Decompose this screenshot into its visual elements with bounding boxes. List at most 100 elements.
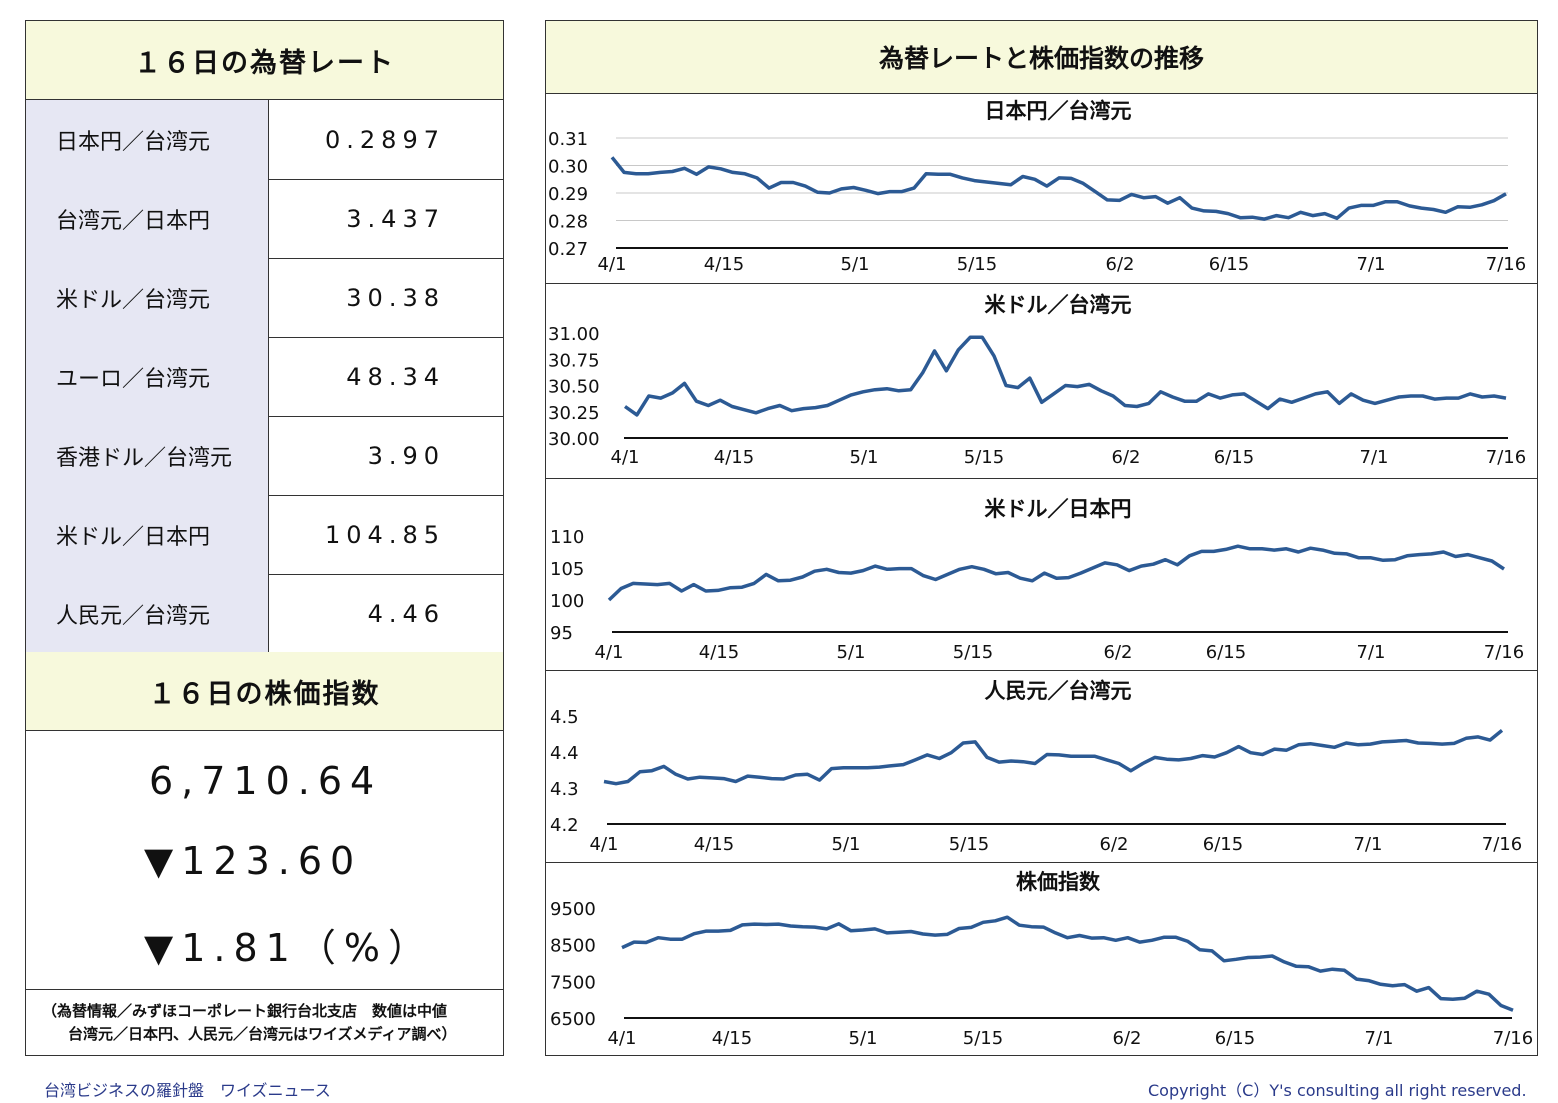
y-tick-label: 31.00 [548,324,600,345]
x-tick-label: 6/2 [1106,254,1135,275]
y-tick-label: 100 [550,591,584,612]
rate-value: 3.90 [367,441,445,470]
x-tick-label: 6/15 [1206,642,1246,663]
y-tick-label: 4.4 [550,743,579,764]
stock-title: １６日の株価指数 [26,652,503,731]
rate-row: 米ドル／台湾元 30.38 [26,258,503,338]
y-tick-label: 0.28 [548,212,588,233]
y-tick-label: 30.75 [548,350,600,371]
chart-usd-twd: 米ドル／台湾元 31.00 30.75 30.50 30.25 30.00 4/1 4/15 5… [546,293,1537,479]
y-tick-label: 0.27 [548,239,588,260]
chart-title: 人民元／台湾元 [985,679,1132,703]
y-tick-label: 95 [550,623,573,644]
rate-value: 48.34 [346,362,445,391]
rate-value: 0.2897 [325,125,445,154]
series-line [603,729,1504,786]
rate-name: 日本円／台湾元 [26,100,269,179]
rate-name: 香港ドル／台湾元 [26,416,269,495]
x-tick-label: 7/16 [1486,254,1526,275]
x-tick-label: 7/16 [1482,834,1522,855]
rate-name: 米ドル／日本円 [26,495,269,574]
rate-name: 台湾元／日本円 [26,179,269,258]
y-tick-label: 0.29 [548,184,588,205]
source-note: （為替情報／みずほコーポレート銀行台北支店 数値は中値 台湾元／日本円、人民元／… [26,989,503,1056]
y-tick-label: 30.25 [548,403,600,424]
chart-title: 米ドル／台湾元 [985,293,1132,317]
x-tick-label: 7/1 [1360,447,1389,468]
y-tick-label: 4.5 [550,707,579,728]
x-tick-label: 6/2 [1112,447,1141,468]
x-tick-label: 5/1 [849,1028,878,1049]
x-tick-label: 7/16 [1484,642,1524,663]
x-tick-label: 4/15 [694,834,734,855]
x-tick-label: 6/15 [1209,254,1249,275]
x-tick-label: 4/1 [598,254,627,275]
charts-panel: 為替レートと株価指数の推移 日本円／台湾元 0.31 0.30 0.29 0.28 0.2… [545,20,1538,1056]
x-tick-label: 6/15 [1203,834,1243,855]
y-tick-label: 4.2 [550,815,579,836]
y-tick-label: 9500 [550,899,596,920]
x-tick-label: 7/16 [1493,1028,1533,1049]
y-tick-label: 30.00 [548,429,600,450]
rate-value: 104.85 [325,520,445,549]
rate-name: 米ドル／台湾元 [26,258,269,337]
y-tick-label: 6500 [550,1009,596,1030]
x-tick-label: 5/1 [837,642,866,663]
x-tick-label: 4/1 [608,1028,637,1049]
x-tick-label: 5/15 [953,642,993,663]
chart-cny-twd: 人民元／台湾元 4.5 4.4 4.3 4.2 4/1 4/15 5/1 5/15 6/2 6/15… [546,679,1537,863]
series-line [621,915,1514,1012]
rate-value: 30.38 [346,283,445,312]
stock-index-value: 6,710.64 [149,759,383,803]
rates-panel: １６日の為替レート 日本円／台湾元 0.2897 台湾元／日本円 3.437 米… [25,20,504,1056]
stock-change: ▼123.60 [144,839,363,883]
rate-value: 4.46 [367,599,445,628]
x-tick-label: 6/2 [1113,1028,1142,1049]
chart-title: 株価指数 [1016,870,1101,894]
x-tick-label: 5/15 [949,834,989,855]
footer-brand: 台湾ビジネスの羅針盤 ワイズニュース [44,1081,331,1100]
rate-row: 日本円／台湾元 0.2897 [26,100,503,180]
x-tick-label: 5/1 [841,254,870,275]
rate-name: ユーロ／台湾元 [26,337,269,416]
x-tick-label: 4/15 [712,1028,752,1049]
chart-jpy-twd: 日本円／台湾元 0.31 0.30 0.29 0.28 0.27 4/1 4/15 5/1 5/1… [546,99,1537,284]
series-line [610,156,1507,221]
y-tick-label: 7500 [550,972,596,993]
x-tick-label: 7/1 [1354,834,1383,855]
y-tick-label: 30.50 [548,377,600,398]
chart-usd-jpy: 米ドル／日本円 110 105 100 95 4/1 4/15 5/1 5/15 6/2 6/15 7… [546,497,1537,671]
chart-title: 米ドル／日本円 [985,497,1132,521]
rate-row: 香港ドル／台湾元 3.90 [26,416,503,496]
x-tick-label: 4/15 [699,642,739,663]
y-tick-label: 105 [550,559,584,580]
rate-title: １６日の為替レート [26,21,503,100]
source-note-line1: （為替情報／みずほコーポレート銀行台北支店 数値は中値 [42,1002,448,1020]
x-tick-label: 4/1 [590,834,619,855]
rate-row: 台湾元／日本円 3.437 [26,179,503,259]
chart-stock-index: 株価指数 9500 8500 7500 6500 4/1 4/15 5/1 5/15 6/2 6/1… [550,870,1533,1049]
source-note-line2: 台湾元／日本円、人民元／台湾元はワイズメディア調べ） [68,1025,457,1043]
stock-change-percent: ▼1.81（%） [144,926,434,970]
rate-name: 人民元／台湾元 [26,574,269,653]
x-tick-label: 4/15 [714,447,754,468]
x-tick-label: 5/1 [850,447,879,468]
x-tick-label: 6/15 [1214,447,1254,468]
charts-title: 為替レートと株価指数の推移 [546,21,1537,94]
x-tick-label: 6/15 [1215,1028,1255,1049]
x-tick-label: 7/1 [1357,254,1386,275]
x-tick-label: 4/15 [704,254,744,275]
y-tick-label: 0.31 [548,129,588,150]
y-tick-label: 4.3 [550,779,579,800]
x-tick-label: 6/2 [1104,642,1133,663]
y-tick-label: 0.30 [548,157,588,178]
x-tick-label: 7/16 [1486,447,1526,468]
chart-title: 日本円／台湾元 [985,99,1132,123]
rate-value: 3.437 [346,204,445,233]
rate-row: 米ドル／日本円 104.85 [26,495,503,575]
x-tick-label: 5/15 [963,1028,1003,1049]
x-tick-label: 7/1 [1357,642,1386,663]
x-tick-label: 5/1 [832,834,861,855]
x-tick-label: 4/1 [611,447,640,468]
series-line [607,544,1505,602]
